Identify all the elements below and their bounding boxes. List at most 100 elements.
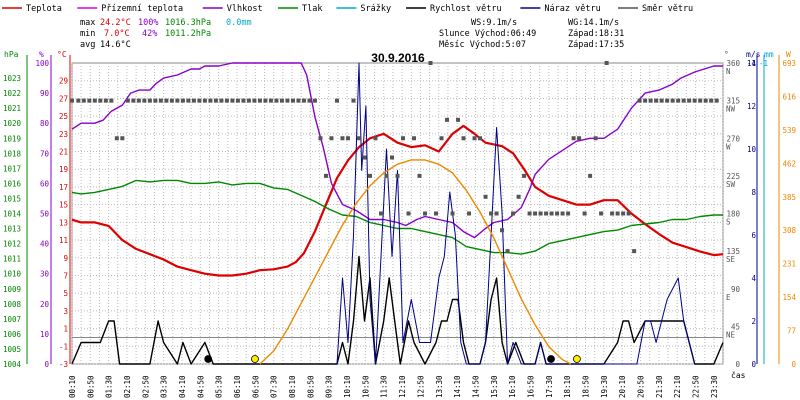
hpa-tick-label: 1008	[3, 300, 22, 309]
w-tick-label: 616	[782, 92, 796, 101]
c-tick-label: 19	[59, 165, 68, 174]
hpa-tick-label: 1021	[3, 104, 21, 113]
stats-max-label: max	[80, 18, 95, 28]
dir-tick-label: 90	[731, 285, 741, 294]
time-tick-label: 06:50	[251, 375, 260, 398]
wind-direction-point	[202, 98, 207, 103]
wind-direction-point	[538, 211, 543, 216]
wind-direction-point	[544, 211, 549, 216]
mm-unit: mm	[764, 50, 774, 59]
time-tick-label: 17:30	[545, 375, 554, 398]
legend-label: Náraz větru	[544, 4, 600, 14]
pct-tick-label: 60	[40, 179, 50, 188]
hpa-tick-label: 1011	[3, 255, 21, 264]
wind-direction-point	[120, 136, 125, 141]
hpa-tick-label: 1005	[3, 345, 21, 354]
wind-direction-point	[384, 173, 389, 178]
time-tick-label: 07:30	[270, 375, 279, 398]
wind-direction-point	[582, 211, 587, 216]
moonset-marker	[547, 355, 555, 363]
time-tick-label: 14:50	[471, 375, 480, 398]
dir-name-label: E	[726, 293, 731, 302]
wind-direction-point	[279, 98, 284, 103]
wind-direction-point	[571, 136, 576, 141]
wind-direction-point	[81, 98, 86, 103]
time-tick-label: 20:10	[618, 375, 627, 398]
hpa-tick-label: 1012	[3, 240, 21, 249]
wind-direction-point	[593, 136, 598, 141]
dir-tick-label: 315	[726, 97, 740, 106]
wind-direction-point	[709, 98, 714, 103]
dir-name-label: NE	[726, 330, 736, 339]
stats-min-temp: 7.0°C	[104, 29, 130, 39]
wind-direction-point	[246, 98, 251, 103]
pct-tick-label: 100	[35, 59, 49, 68]
legend-label: Rychlost větru	[430, 4, 502, 14]
legend-label: Srážky	[360, 4, 391, 14]
wind-direction-point	[268, 98, 273, 103]
series-vlhkost	[71, 62, 723, 239]
wind-direction-point	[301, 98, 306, 103]
stats-max-temp: 24.2°C	[100, 18, 131, 28]
wind-direction-point	[356, 136, 361, 141]
legend-label: Přízemní teplota	[101, 4, 183, 14]
wind-direction-point	[577, 136, 582, 141]
wind-direction-point	[456, 117, 461, 122]
ms-tick-label: 0	[751, 360, 756, 369]
hpa-tick-label: 1022	[3, 89, 21, 98]
legend-label: Teplota	[26, 4, 62, 14]
w-tick-label: 693	[782, 59, 796, 68]
hpa-unit: hPa	[4, 50, 19, 59]
wind-direction-point	[76, 98, 81, 103]
wind-direction-point	[632, 249, 637, 254]
time-tick-label: 14:10	[453, 375, 462, 398]
w-tick-label: 308	[782, 226, 796, 235]
w-unit: W	[786, 50, 791, 59]
c-tick-label: 1	[63, 325, 68, 334]
pct-tick-label: 40	[40, 240, 50, 249]
wind-direction-point	[610, 211, 615, 216]
wind-direction-point	[615, 211, 620, 216]
hpa-tick-label: 1004	[3, 360, 22, 369]
pct-unit: %	[39, 50, 44, 59]
wind-direction-point	[153, 98, 158, 103]
wind-direction-point	[489, 211, 494, 216]
ms-tick-label: 2	[751, 317, 756, 326]
time-tick-label: 10:10	[343, 375, 352, 398]
c-tick-label: -3	[59, 360, 68, 369]
wind-direction-point	[445, 117, 450, 122]
wind-direction-point	[329, 136, 334, 141]
wind-direction-point	[637, 98, 642, 103]
w-tick-label: 77	[787, 327, 796, 336]
dir-tick-label: 45	[731, 322, 740, 331]
wind-direction-point	[626, 211, 631, 216]
series	[70, 61, 724, 365]
wind-direction-point	[158, 98, 163, 103]
hpa-tick-label: 1007	[3, 315, 21, 324]
wind-direction-point	[142, 98, 147, 103]
c-tick-label: 25	[59, 112, 68, 121]
wind-direction-point	[560, 211, 565, 216]
wind-direction-point	[604, 61, 609, 65]
dir-name-label: S	[726, 218, 731, 227]
w-tick-label: 385	[782, 193, 796, 202]
series-slune-n-z-en-	[259, 159, 572, 365]
c-unit: °C	[57, 50, 67, 59]
wind-direction-point	[373, 136, 378, 141]
time-tick-label: 03:30	[160, 375, 169, 398]
wind-direction-point	[516, 194, 521, 199]
wind-direction-point	[406, 211, 411, 216]
wind-direction-point	[340, 136, 345, 141]
hpa-tick-label: 1009	[3, 285, 21, 294]
wind-direction-point	[103, 98, 108, 103]
wind-direction-point	[224, 98, 229, 103]
legend-item: Tlak	[278, 4, 322, 14]
w-tick-label: 231	[782, 260, 796, 269]
c-tick-label: 9	[63, 254, 68, 263]
time-tick-label: 16:10	[508, 375, 517, 398]
wind-direction-point	[175, 98, 180, 103]
wind-direction-point	[494, 211, 499, 216]
wind-direction-point	[252, 98, 257, 103]
time-tick-label: 06:10	[233, 375, 242, 398]
